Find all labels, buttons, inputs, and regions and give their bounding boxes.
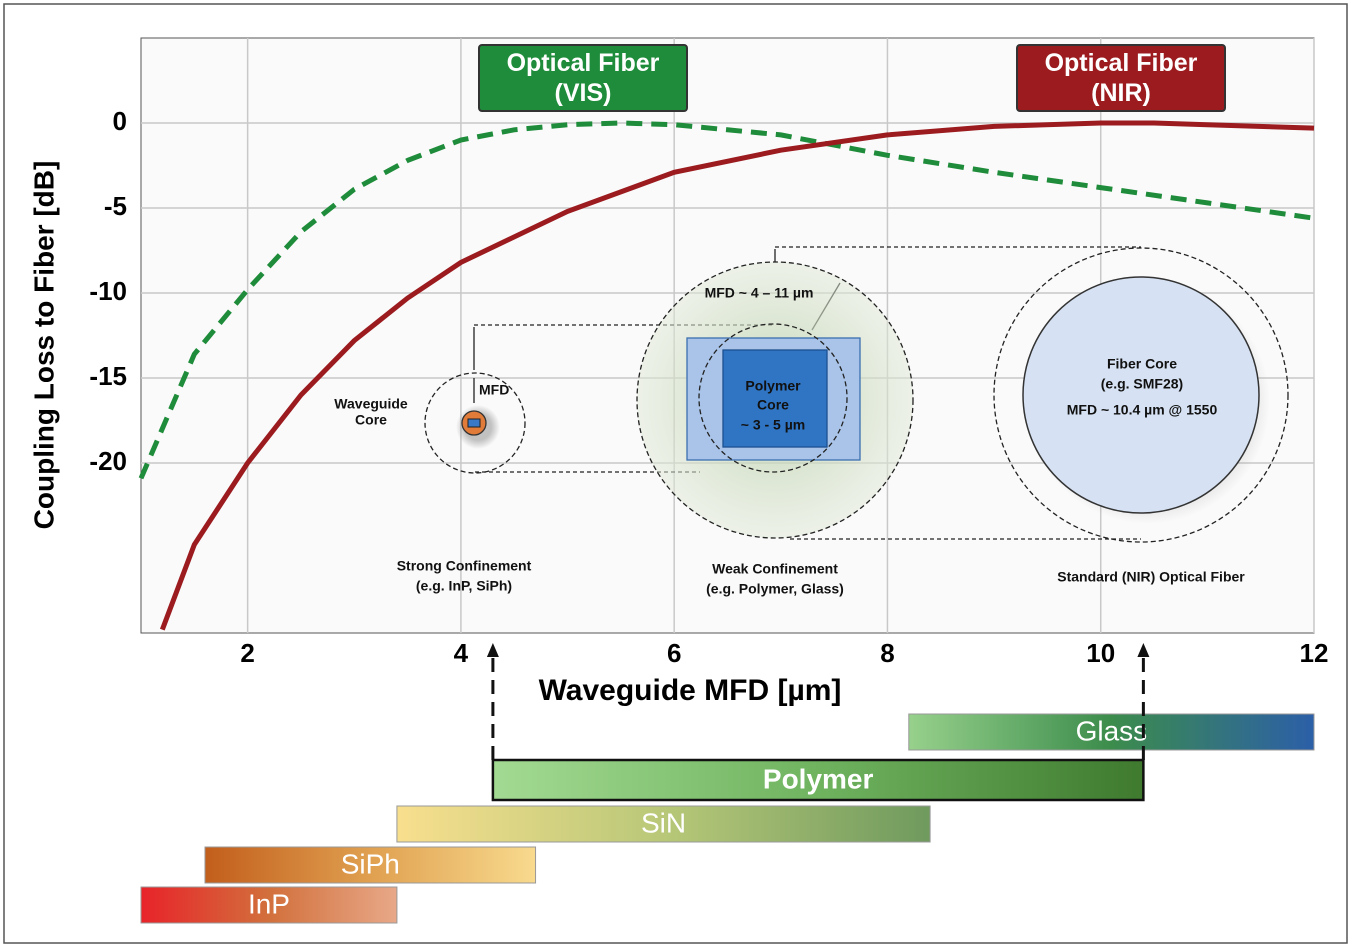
- fiber-core: [1023, 277, 1259, 513]
- range-label: SiPh: [341, 848, 400, 879]
- legend-entry: Optical Fiber (NIR): [1016, 44, 1226, 112]
- annotation: Waveguide: [334, 396, 408, 412]
- annotation: Strong Confinement: [397, 558, 532, 574]
- range-label: InP: [248, 888, 290, 919]
- annotation: MFD: [479, 382, 509, 398]
- y-axis-label: Coupling Loss to Fiber [dB]: [28, 161, 59, 530]
- y-tick-label: -15: [89, 361, 127, 391]
- arrow-head: [1137, 643, 1149, 657]
- y-tick-label: -10: [89, 276, 127, 306]
- x-tick-label: 2: [240, 638, 254, 668]
- x-tick-label: 8: [880, 638, 894, 668]
- range-label: Glass: [1076, 715, 1148, 746]
- range-label: SiN: [641, 807, 686, 838]
- annotation: Weak Confinement: [712, 561, 838, 577]
- chart: Waveguide Core MFD Polymer Core ~ 3 - 5 …: [0, 0, 1351, 947]
- y-tick-label: 0: [113, 106, 127, 136]
- annotation: (e.g. Polymer, Glass): [706, 581, 844, 597]
- annotation: (e.g. SMF28): [1101, 376, 1183, 392]
- waveguide: [468, 419, 480, 427]
- x-axis-label: Waveguide MFD [µm]: [539, 674, 842, 707]
- range-label: Polymer: [763, 763, 874, 794]
- x-tick-label: 12: [1300, 638, 1329, 668]
- annotation: MFD ~ 10.4 µm @ 1550: [1067, 402, 1218, 418]
- page: Waveguide Core MFD Polymer Core ~ 3 - 5 …: [0, 0, 1351, 947]
- annotation: Fiber Core: [1107, 356, 1177, 372]
- x-tick-label: 10: [1086, 638, 1115, 668]
- annotation: Polymer: [745, 378, 801, 394]
- annotation: ~ 3 - 5 µm: [741, 417, 805, 433]
- annotation: MFD ~ 4 – 11 µm: [705, 285, 814, 301]
- annotation: (e.g. InP, SiPh): [416, 578, 512, 594]
- y-tick-label: -5: [104, 191, 127, 221]
- annotation: Core: [757, 397, 789, 413]
- annotation: Core: [355, 412, 387, 428]
- x-tick-label: 6: [667, 638, 681, 668]
- arrow-head: [487, 643, 499, 657]
- legend-entry: Optical Fiber (VIS): [478, 44, 688, 112]
- x-tick-label: 4: [454, 638, 469, 668]
- y-tick-label: -20: [89, 446, 127, 476]
- annotation: Standard (NIR) Optical Fiber: [1057, 569, 1245, 585]
